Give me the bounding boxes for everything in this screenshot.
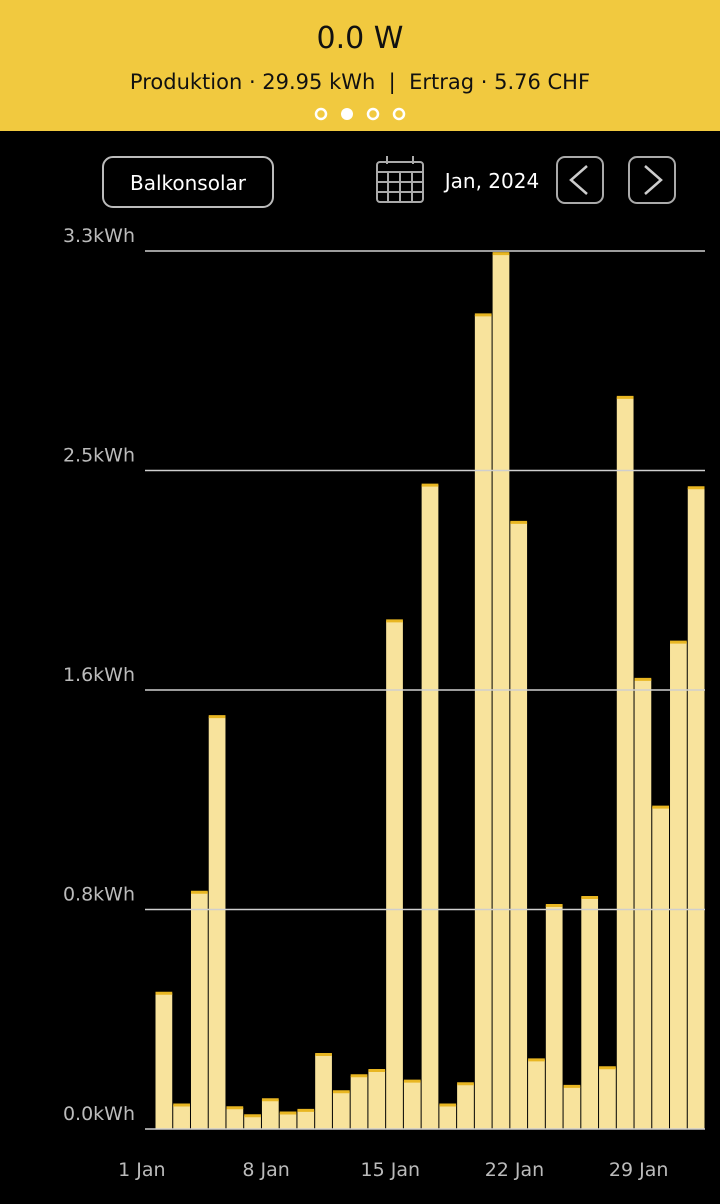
- bar: [386, 620, 403, 1129]
- page-dot-active[interactable]: [341, 108, 353, 120]
- page-dot[interactable]: [366, 107, 380, 121]
- device-button[interactable]: Balkonsolar: [102, 156, 274, 208]
- bar: [652, 807, 670, 1129]
- y-tick-label: 1.6kWh: [63, 664, 135, 686]
- bar: [421, 485, 439, 1130]
- bar: [492, 253, 510, 1130]
- prev-frame[interactable]: [556, 156, 604, 204]
- page-dot[interactable]: [392, 107, 406, 121]
- page-dots[interactable]: [314, 107, 406, 121]
- bar: [279, 1113, 297, 1129]
- next-arrow[interactable]: [644, 165, 663, 195]
- bar: [368, 1070, 386, 1129]
- summary: Produktion · 29.95 kWh | Ertrag · 5.76 C…: [130, 70, 590, 95]
- chart: 0.0kWh 0.8kWh 1.6kWh 2.5kWh 3.3kWh 1 Jan 8 Jan…: [63, 225, 705, 1181]
- bar: [297, 1110, 315, 1129]
- x-tick-label: 1 Jan: [118, 1159, 165, 1181]
- bar: [173, 1105, 190, 1129]
- bar: [315, 1054, 332, 1129]
- x-tick-label: 15 Jan: [361, 1159, 421, 1181]
- bar: [190, 892, 208, 1129]
- prev-arrow[interactable]: [569, 165, 588, 195]
- bar: [670, 642, 687, 1129]
- bar: [563, 1086, 581, 1129]
- header-bar: [0, 0, 720, 131]
- y-tick-label: 3.3kWh: [63, 225, 135, 247]
- x-tick-label: 29 Jan: [609, 1159, 669, 1181]
- bar: [581, 897, 599, 1129]
- bar: [457, 1083, 474, 1129]
- current-power: 0.0 W: [317, 21, 404, 56]
- bar: [599, 1067, 616, 1129]
- next-button[interactable]: [628, 156, 676, 204]
- bar: [332, 1091, 350, 1129]
- prev-button[interactable]: [556, 156, 604, 204]
- bar: [403, 1081, 421, 1129]
- bar: [226, 1107, 244, 1129]
- bar: [350, 1075, 368, 1129]
- bar: [528, 1059, 545, 1129]
- bar: [155, 993, 173, 1129]
- bar: [545, 905, 563, 1129]
- x-tick-label: 22 Jan: [485, 1159, 545, 1181]
- bar: [261, 1099, 279, 1129]
- period: Jan, 2024: [443, 169, 539, 193]
- device-name[interactable]: Balkonsolar: [130, 171, 247, 195]
- page-dot[interactable]: [314, 107, 328, 121]
- next-frame[interactable]: [628, 156, 676, 204]
- bar: [616, 397, 634, 1129]
- bar: [208, 716, 226, 1129]
- y-tick-label: 0.0kWh: [63, 1103, 135, 1125]
- bar: [474, 314, 492, 1129]
- bar: [439, 1105, 457, 1129]
- x-tick-label: 8 Jan: [242, 1159, 289, 1181]
- bar: [687, 487, 705, 1129]
- device-button-frame[interactable]: [102, 156, 274, 208]
- y-tick-label: 2.5kWh: [63, 445, 135, 467]
- calendar-icon[interactable]: [376, 156, 424, 203]
- y-tick-label: 0.8kWh: [63, 884, 135, 906]
- bar: [244, 1115, 261, 1129]
- bar: [510, 522, 528, 1129]
- bar: [634, 679, 652, 1129]
